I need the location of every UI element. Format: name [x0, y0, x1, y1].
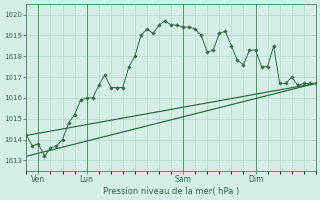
X-axis label: Pression niveau de la mer( hPa ): Pression niveau de la mer( hPa ) [103, 187, 239, 196]
